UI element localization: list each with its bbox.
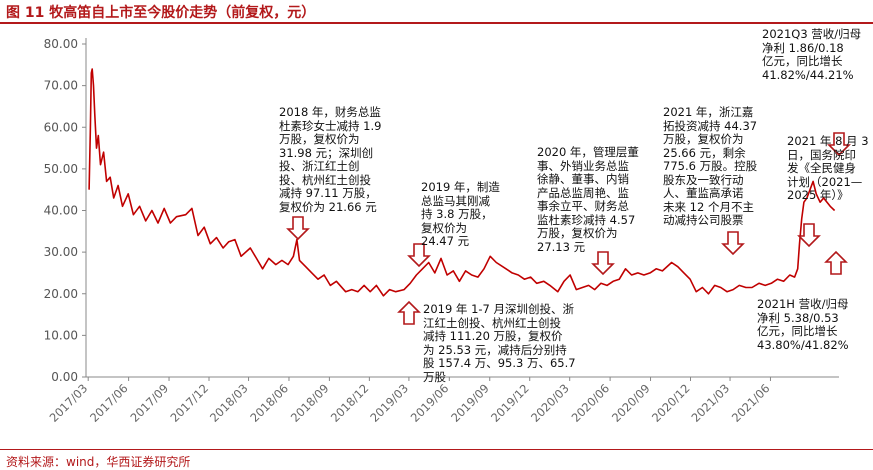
y-tick-label: 70.00 (44, 79, 78, 93)
annotation-2020-management: 2020 年，管理层董 事、外销业务总监 徐静、董事、内销 产品总监周艳、监 事… (537, 145, 639, 254)
y-tick-label: 10.00 (44, 328, 78, 342)
footer-rule (0, 449, 873, 450)
title-rule (0, 22, 873, 24)
x-tick-label: 2017/03 (47, 381, 91, 425)
annotation-2021-jiatuo: 2021 年，浙江嘉 拓投资减持 44.37 万股，复权价为 25.66 元，剩… (663, 105, 758, 227)
x-tick-label: 2018/06 (247, 381, 291, 425)
annotation-2019-vc-reduction: 2019 年 1-7 月深圳创投、浙 江红土创投、杭州红土创投 减持 111.2… (423, 302, 576, 384)
x-tick-label: 2020/03 (528, 381, 572, 425)
source-note: 资料来源：wind，华西证券研究所 (6, 455, 191, 469)
x-tick-label: 2017/06 (87, 381, 131, 425)
x-tick-label: 2021/06 (729, 381, 773, 425)
x-tick-label: 2020/12 (649, 381, 693, 425)
y-tick-label: 50.00 (44, 162, 78, 176)
arrow-2019-director (407, 243, 431, 268)
price-series-line (88, 68, 836, 297)
x-tick-label: 2020/06 (569, 381, 613, 425)
x-tick-label: 2020/09 (609, 381, 653, 425)
y-tick-label: 0.00 (51, 370, 78, 384)
arrow-2021-jiatuo (721, 231, 745, 256)
x-tick-label: 2021/03 (688, 381, 732, 425)
annotation-2021h-results: 2021H 营收/归母 净利 5.38/0.53 亿元，同比增长 43.80%/… (757, 297, 849, 352)
x-tick-label: 2019/03 (367, 381, 411, 425)
arrow-2021h (824, 250, 848, 275)
y-tick-label: 30.00 (44, 245, 78, 259)
y-tick-label: 80.00 (44, 37, 78, 51)
annotation-2018-reduction: 2018 年，财务总监 杜素珍女士减持 1.9 万股，复权价为 31.98 元；… (279, 105, 382, 214)
arrow-2019-vc (397, 300, 421, 325)
arrow-2018 (286, 216, 310, 241)
x-tick-label: 2019/09 (448, 381, 492, 425)
stock-price-chart: 0.00 10.00 20.00 30.00 40.00 50.00 60.00 70.00 8… (44, 37, 851, 425)
annotation-2021q3-results: 2021Q3 营收/归母 净利 1.86/0.18 亿元，同比增长 41.82%… (762, 27, 862, 82)
plot-area (88, 68, 836, 297)
x-tick-label: 2019/12 (488, 381, 532, 425)
x-tick-label: 2018/12 (328, 381, 372, 425)
annotation-arrows (286, 132, 851, 325)
x-tick-label: 2017/09 (127, 381, 171, 425)
arrow-2020 (591, 251, 615, 276)
y-tick-label: 40.00 (44, 204, 78, 218)
x-tick-label: 2017/12 (167, 381, 211, 425)
y-tick-label: 60.00 (44, 120, 78, 134)
x-axis: 2017/032017/062017/092017/122018/032018/… (47, 376, 839, 425)
annotation-2019-director: 2019 年，制造 总监马其刚减 持 3.8 万股， 复权价为 24.47 元 (421, 180, 500, 248)
arrow-2021q3 (827, 132, 851, 157)
annotation-2021-fitness-plan: 2021 年 8 月 3 日，国务院印 发《全民健身 计划（2021— 2025… (787, 134, 869, 202)
x-tick-label: 2018/03 (207, 381, 251, 425)
arrow-2021-fitness (797, 223, 821, 248)
y-axis: 0.00 10.00 20.00 30.00 40.00 50.00 60.00 70.00 8… (44, 37, 87, 384)
y-tick-label: 20.00 (44, 287, 78, 301)
figure-title: 图 11 牧高笛自上市至今股价走势（前复权，元） (6, 5, 316, 21)
x-tick-label: 2019/06 (408, 381, 452, 425)
x-tick-label: 2018/09 (288, 381, 332, 425)
